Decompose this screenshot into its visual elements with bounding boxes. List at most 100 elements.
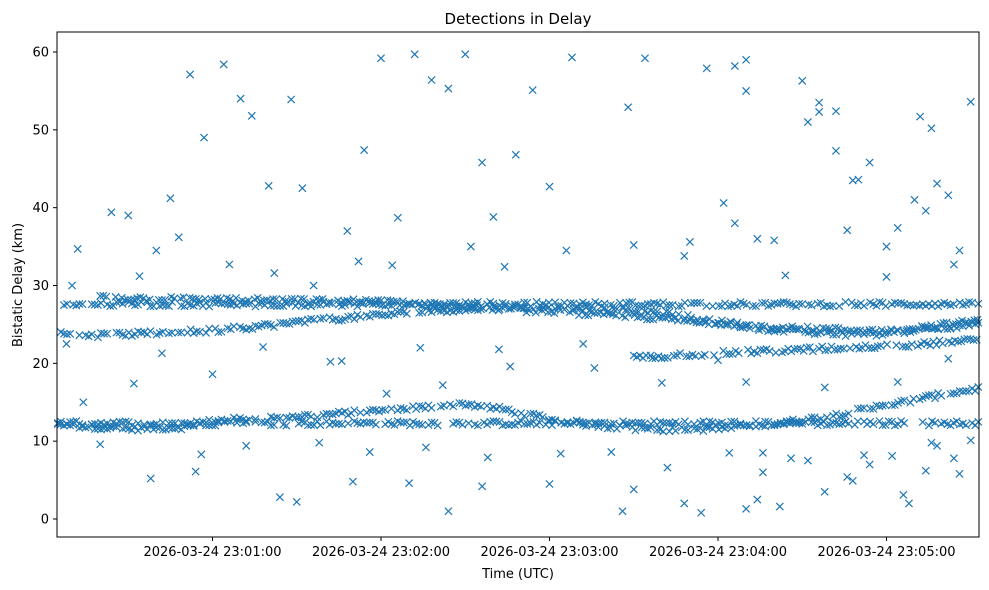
data-point <box>609 301 618 310</box>
data-point <box>739 421 748 430</box>
data-point <box>118 418 127 427</box>
data-point <box>473 421 482 430</box>
data-point <box>270 269 279 278</box>
data-point <box>340 297 349 306</box>
data-point <box>659 418 668 427</box>
data-point <box>356 408 365 417</box>
data-point <box>848 476 857 485</box>
data-point <box>568 306 577 315</box>
data-point <box>242 441 251 450</box>
data-point <box>668 300 677 309</box>
data-point <box>908 325 917 334</box>
data-point <box>674 302 683 311</box>
data-point <box>921 466 930 475</box>
data-point <box>974 417 983 426</box>
data-point <box>969 336 978 345</box>
data-point <box>760 322 769 331</box>
data-point <box>344 312 353 321</box>
data-point <box>415 420 424 429</box>
data-point <box>307 420 316 429</box>
data-point <box>444 507 453 516</box>
data-point <box>606 423 615 432</box>
x-tick-label: 2026-03-24 23:02:00 <box>312 545 450 560</box>
data-point <box>788 322 797 331</box>
data-point <box>748 301 757 310</box>
y-tick-label: 30 <box>32 279 49 294</box>
data-point <box>829 301 838 310</box>
data-point <box>399 418 408 427</box>
data-point <box>293 298 302 307</box>
data-point <box>291 413 300 422</box>
data-point <box>157 296 166 305</box>
y-tick-label: 0 <box>41 513 49 528</box>
data-point <box>418 420 427 429</box>
data-point <box>511 150 520 159</box>
data-point <box>607 448 616 457</box>
data-point <box>316 421 325 430</box>
data-point <box>146 327 155 336</box>
data-point <box>73 244 82 253</box>
data-point <box>839 344 848 353</box>
data-point <box>837 326 846 335</box>
data-point <box>170 294 179 303</box>
data-point <box>537 306 546 315</box>
data-point <box>955 469 964 478</box>
data-point <box>867 344 876 353</box>
data-point <box>350 406 359 415</box>
data-point <box>269 295 278 304</box>
data-point <box>873 342 882 351</box>
data-point <box>236 94 245 103</box>
data-point <box>247 111 256 120</box>
data-point <box>802 343 811 352</box>
data-point <box>742 300 751 309</box>
data-point <box>528 86 537 95</box>
data-point <box>371 310 380 319</box>
data-point <box>798 419 807 428</box>
data-point <box>770 420 779 429</box>
data-point <box>362 418 371 427</box>
data-point <box>864 343 873 352</box>
data-point <box>282 421 291 430</box>
data-point <box>968 298 977 307</box>
data-point <box>566 299 575 308</box>
data-point <box>948 320 957 329</box>
data-point <box>872 401 881 410</box>
data-point <box>381 310 390 319</box>
data-point <box>597 418 606 427</box>
data-point <box>269 414 279 423</box>
data-point <box>483 453 492 462</box>
data-point <box>690 298 699 307</box>
data-point <box>637 301 646 310</box>
data-point <box>609 419 618 428</box>
data-point <box>445 301 454 310</box>
data-point <box>804 300 813 309</box>
data-point <box>103 329 112 338</box>
data-point <box>195 418 204 427</box>
data-point <box>550 309 559 318</box>
data-point <box>378 405 387 415</box>
data-point <box>765 347 774 356</box>
data-point <box>433 421 442 430</box>
data-point <box>662 307 671 316</box>
data-point <box>793 344 802 353</box>
data-point <box>579 339 588 348</box>
data-point <box>805 343 814 352</box>
data-point <box>538 413 547 422</box>
data-point <box>398 297 407 306</box>
data-point <box>700 350 709 359</box>
data-point <box>751 302 760 311</box>
data-point <box>368 405 377 414</box>
data-point <box>640 54 650 63</box>
data-point <box>365 406 374 415</box>
data-point <box>273 302 282 311</box>
data-point <box>405 479 414 488</box>
data-point <box>697 508 706 517</box>
data-point <box>882 242 891 251</box>
data-point <box>158 425 167 434</box>
data-point <box>383 296 392 305</box>
data-point <box>507 420 516 429</box>
data-markers <box>53 50 983 517</box>
data-point <box>679 316 689 325</box>
data-point <box>226 417 235 426</box>
data-point <box>742 86 751 95</box>
